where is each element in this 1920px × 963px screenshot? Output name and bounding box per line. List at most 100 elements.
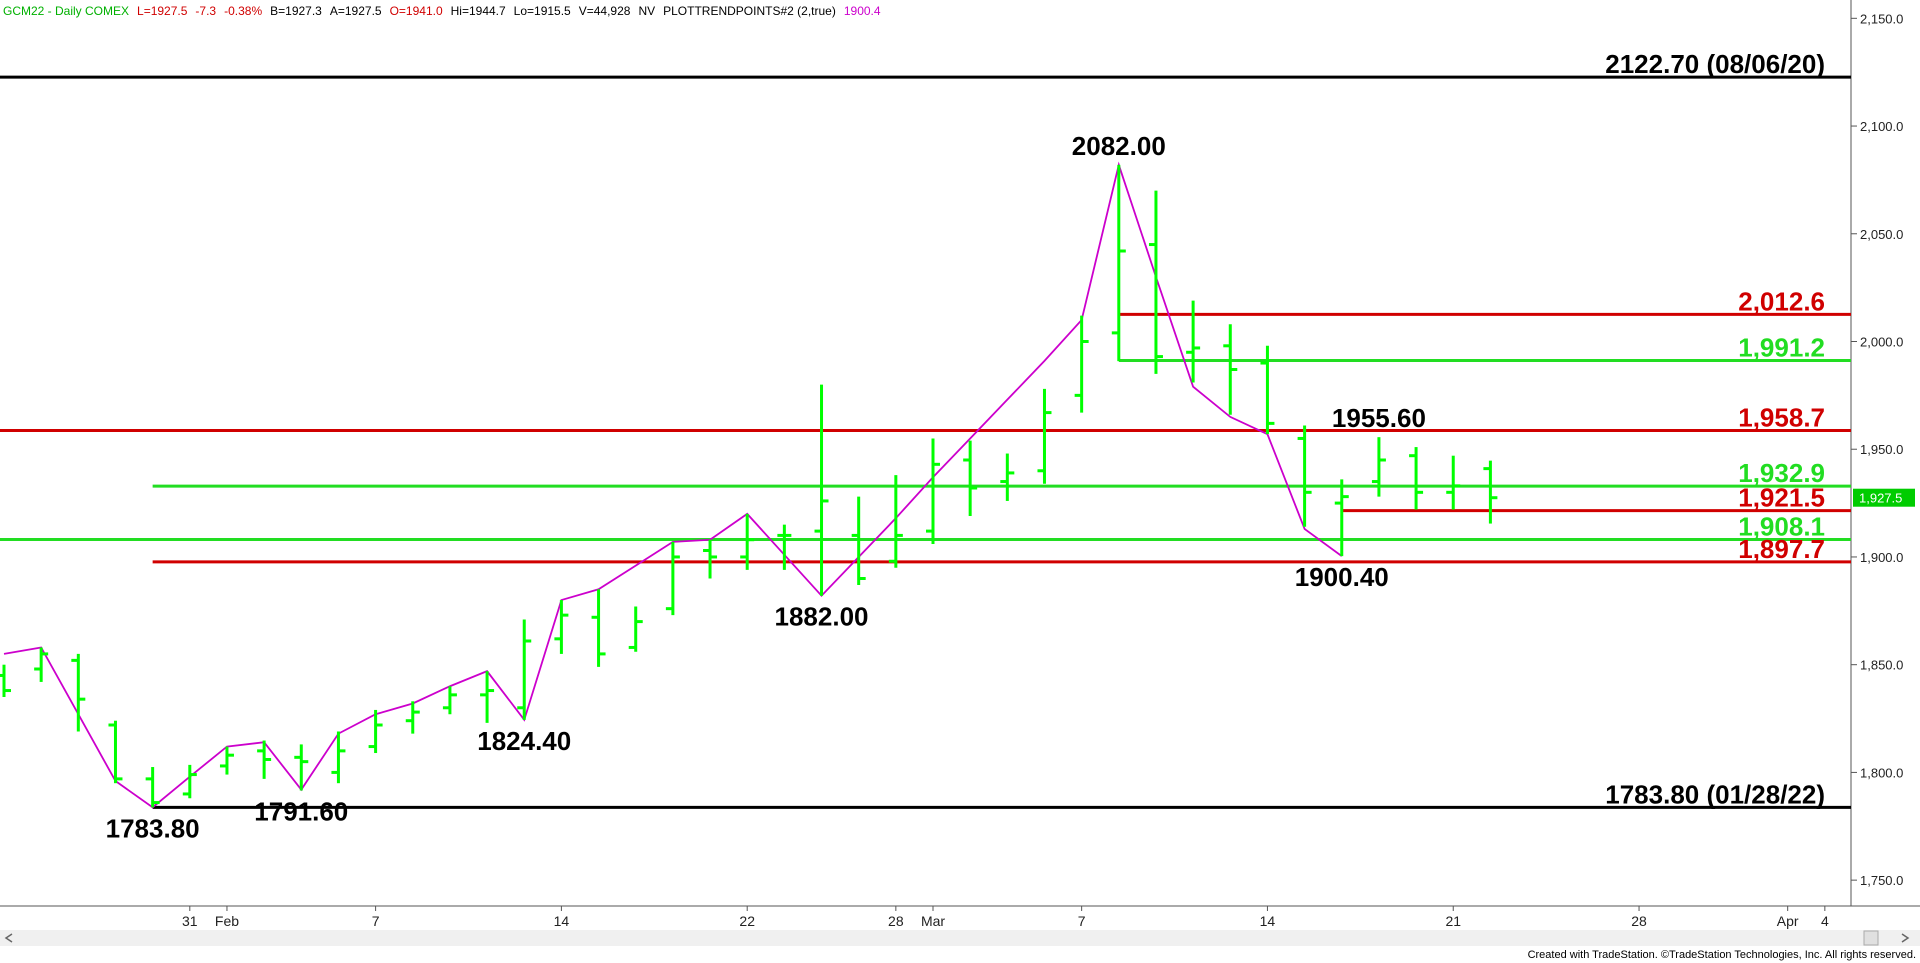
- y-tick-label: 2,100.0: [1860, 119, 1903, 134]
- level-label: 1,932.9: [1738, 458, 1825, 488]
- ohlc-bar: [1148, 190, 1163, 374]
- ohlc-bar: [1260, 345, 1275, 435]
- last-price-label: 1,927.5: [1859, 491, 1902, 506]
- y-tick-label: 2,000.0: [1860, 335, 1903, 350]
- ohlc-bar: [1297, 425, 1312, 527]
- ohlc-bar: [405, 701, 420, 734]
- ohlc-bar: [0, 664, 11, 698]
- ohlc-bar: [294, 744, 309, 791]
- ohlc-bar: [34, 647, 49, 682]
- ohlc-bar: [71, 653, 86, 732]
- x-tick-label: 28: [1631, 913, 1647, 929]
- swing-label: 1882.00: [775, 602, 869, 632]
- ohlc-bar: [554, 600, 569, 654]
- header-item: V=44,928: [579, 4, 631, 18]
- header-item: NV: [638, 4, 655, 18]
- ohlc-bar: [517, 619, 532, 720]
- scroll-right-arrow[interactable]: [1901, 933, 1910, 943]
- ohlc-bar: [814, 384, 829, 596]
- ohlc-bar: [591, 589, 606, 667]
- ohlc-bar: [1074, 315, 1089, 413]
- level-label: 1,921.5: [1738, 483, 1825, 513]
- x-tick-label: Apr: [1777, 913, 1799, 929]
- header-item: -0.38%: [224, 4, 262, 18]
- swing-label: 1791.60: [254, 797, 348, 827]
- header-item: PLOTTRENDPOINTS#2 (2,true): [663, 4, 836, 18]
- ohlc-bar: [665, 541, 680, 616]
- y-tick-label: 1,900.0: [1860, 550, 1903, 565]
- ohlc-bar: [442, 686, 457, 715]
- level-label: 1,958.7: [1738, 402, 1825, 432]
- ohlc-bar: [108, 720, 123, 784]
- header-item: GCM22 - Daily COMEX: [3, 4, 129, 18]
- ohlc-bar: [145, 767, 160, 808]
- ohlc-bar: [1223, 324, 1238, 415]
- ohlc-bar: [1409, 447, 1424, 510]
- ohlc-bar: [851, 496, 866, 585]
- level-label: 2122.70 (08/06/20): [1605, 49, 1825, 79]
- x-tick-label: 28: [888, 913, 904, 929]
- ohlc-bar: [628, 606, 643, 652]
- ohlc-bar: [703, 539, 718, 579]
- header-item: L=1927.5: [137, 4, 188, 18]
- y-tick-label: 1,950.0: [1860, 442, 1903, 457]
- level-label: 1783.80 (01/28/22): [1605, 779, 1825, 809]
- ohlc-bar: [1037, 388, 1052, 484]
- ohlc-bar: [1446, 455, 1461, 510]
- ohlc-bar: [926, 438, 940, 545]
- header-item: Lo=1915.5: [514, 4, 571, 18]
- ohlc-bar: [888, 475, 903, 568]
- scroll-button[interactable]: [1863, 930, 1879, 946]
- scroll-track: [0, 930, 1920, 946]
- ohlc-bar: [219, 746, 234, 775]
- last-price-box: [1853, 488, 1915, 507]
- ohlc-bar: [257, 740, 272, 779]
- y-tick-label: 1,750.0: [1860, 873, 1903, 888]
- level-label: 1,991.2: [1738, 332, 1825, 362]
- ohlc-bar: [368, 709, 383, 754]
- ohlc-bar: [480, 671, 495, 723]
- level-label: 1,908.1: [1738, 512, 1825, 542]
- ohlc-bar: [963, 440, 978, 517]
- y-tick-label: 2,150.0: [1860, 11, 1903, 26]
- x-tick-label: 7: [372, 913, 380, 929]
- level-label: 2,012.6: [1738, 286, 1825, 316]
- scroll-left-arrow[interactable]: [4, 933, 13, 943]
- y-tick-label: 1,800.0: [1860, 765, 1903, 780]
- x-tick-label: 14: [554, 913, 570, 929]
- y-tick-label: 2,050.0: [1860, 227, 1903, 242]
- trend-line: [3, 161, 1343, 809]
- swing-label: 1900.40: [1295, 562, 1389, 592]
- swing-label: 1955.60: [1332, 403, 1426, 433]
- ohlc-bar: [1186, 300, 1201, 383]
- ohlc-bar: [1000, 453, 1015, 501]
- header-item: Hi=1944.7: [451, 4, 506, 18]
- x-tick-label: 4: [1821, 913, 1829, 929]
- ohlc-bar: [740, 513, 755, 570]
- scrollbar[interactable]: [0, 930, 1920, 946]
- x-tick-label: Feb: [215, 913, 239, 929]
- header-item: O=1941.0: [390, 4, 443, 18]
- ohlc-bar: [1334, 479, 1349, 557]
- ohlc-bar: [331, 731, 346, 784]
- header-item: A=1927.5: [330, 4, 382, 18]
- x-tick-label: 14: [1260, 913, 1276, 929]
- ohlc-bar: [1483, 460, 1498, 524]
- header-item: 1900.4: [844, 4, 881, 18]
- ohlc-bar: [1111, 164, 1126, 362]
- x-tick-label: 21: [1445, 913, 1461, 929]
- x-tick-label: 7: [1078, 913, 1086, 929]
- ohlc-bar: [1371, 437, 1386, 497]
- swing-label: 1824.40: [477, 726, 571, 756]
- x-tick-label: 22: [739, 913, 755, 929]
- ohlc-bar: [182, 764, 197, 799]
- x-tick-label: Mar: [921, 913, 945, 929]
- ohlc-bar: [777, 524, 792, 570]
- x-tick-label: 31: [182, 913, 198, 929]
- y-tick-label: 1,850.0: [1860, 658, 1903, 673]
- header-item: B=1927.3: [270, 4, 322, 18]
- footer: Created with TradeStation. ©TradeStation…: [1528, 949, 1916, 961]
